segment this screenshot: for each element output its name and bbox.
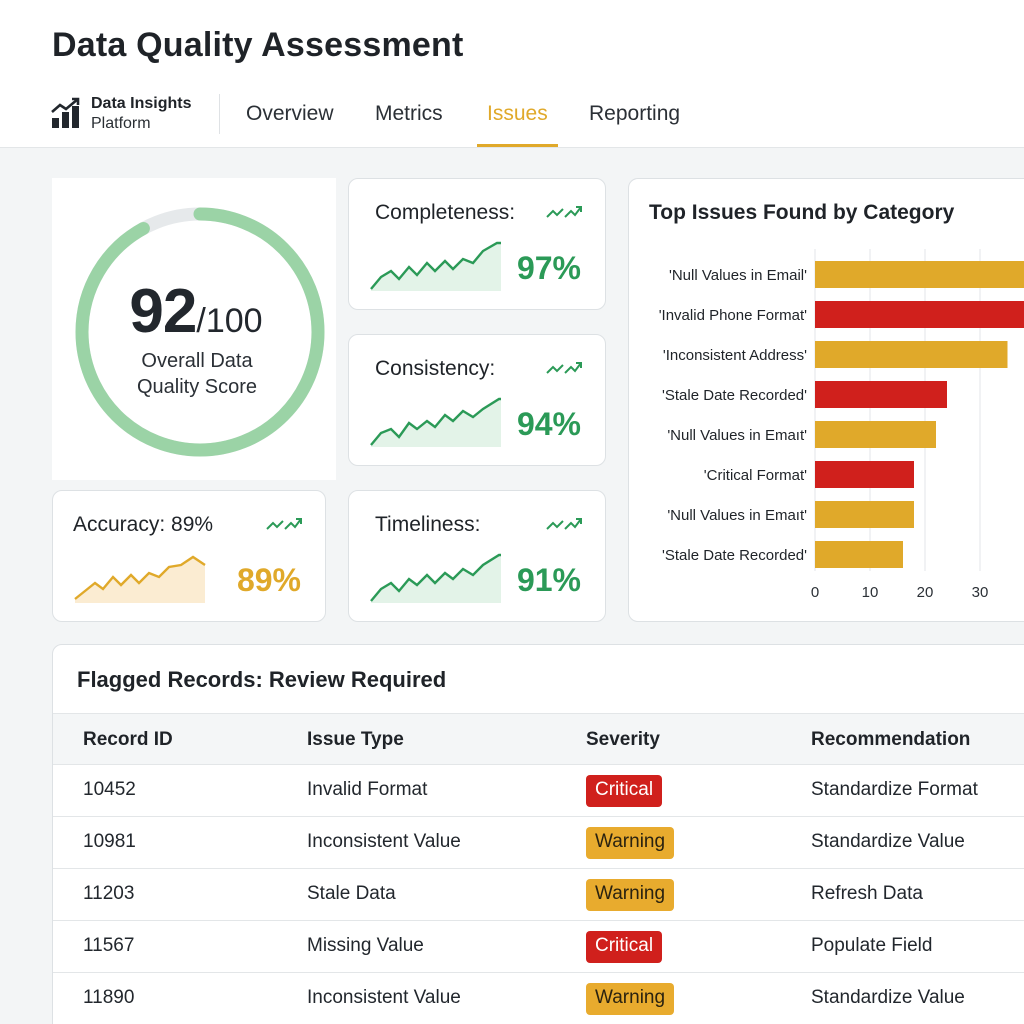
trending-up-icon xyxy=(546,206,582,218)
sparkline xyxy=(370,553,501,603)
metric-value: 97% xyxy=(516,250,581,286)
top-bar: Data Quality Assessment Data Insights Pl… xyxy=(0,0,1024,148)
overall-score-card: 92/100 Overall Data Quality Score xyxy=(52,178,336,480)
issues-bar-chart: 0 10 20 30 'Null Values in Email' 'Invalid Ph… xyxy=(659,249,1024,601)
category-label: 'Invalid Phone Format' xyxy=(659,307,807,324)
score-max: /100 xyxy=(196,302,263,340)
record-id: 11890 xyxy=(83,987,135,1008)
tab-issues[interactable]: Issues xyxy=(487,102,548,125)
sparkline xyxy=(370,241,501,291)
score-label-line1: Overall Data xyxy=(141,350,253,372)
column-header-severity[interactable]: Severity xyxy=(586,729,660,750)
metric-card-completeness[interactable]: Completeness: 97% xyxy=(348,178,606,310)
record-id: 11567 xyxy=(83,935,135,956)
record-id: 10452 xyxy=(83,779,136,800)
x-tick-label: 30 xyxy=(972,584,989,601)
tab-reporting[interactable]: Reporting xyxy=(589,102,681,125)
chart-title: Top Issues Found by Category xyxy=(649,201,955,224)
trending-up-icon xyxy=(546,518,582,530)
severity-badge: Warning xyxy=(586,879,675,911)
metric-card-consistency[interactable]: Consistency: 94% xyxy=(348,334,606,466)
issues-chart-card: 0 10 20 30 'Null Values in Email' 'Invalid Ph… xyxy=(628,178,1024,622)
sparkline xyxy=(74,555,206,603)
category-label: 'Stale Date Recorded' xyxy=(662,547,807,564)
issue-type: Stale Data xyxy=(307,883,396,904)
recommendation: Refresh Data xyxy=(811,883,923,904)
brand[interactable]: Data Insights Platform xyxy=(50,94,220,136)
bar[interactable] xyxy=(815,261,1024,288)
column-header-issue-type[interactable]: Issue Type xyxy=(307,729,404,750)
x-tick-label: 20 xyxy=(917,584,934,601)
table-row[interactable]: 10452 Invalid Format Critical Standardiz… xyxy=(53,765,1024,817)
table-row[interactable]: 11203 Stale Data Warning Refresh Data xyxy=(53,869,1024,921)
table-header: Record ID Issue Type Severity Recommenda… xyxy=(53,713,1024,765)
x-tick-label: 0 xyxy=(811,584,819,601)
table-row[interactable]: 11567 Missing Value Critical Populate Fi… xyxy=(53,921,1024,973)
column-header-record-id[interactable]: Record ID xyxy=(83,729,173,750)
tab-metrics[interactable]: Metrics xyxy=(375,102,443,125)
bar[interactable] xyxy=(815,341,1008,368)
page-title: Data Quality Assessment xyxy=(52,26,464,64)
metric-card-timeliness[interactable]: Timeliness: 91% xyxy=(348,490,606,622)
recommendation: Populate Field xyxy=(811,935,933,956)
category-label: 'Critical Format' xyxy=(704,467,807,484)
metric-value: 89% xyxy=(236,562,301,598)
sparkline xyxy=(370,397,501,447)
metric-card-accuracy[interactable]: Accuracy: 89% 89% xyxy=(52,490,326,622)
nav-divider xyxy=(219,94,220,134)
table-row[interactable]: 10981 Inconsistent Value Warning Standar… xyxy=(53,817,1024,869)
issue-type: Inconsistent Value xyxy=(307,831,461,852)
column-header-recommendation[interactable]: Recommendation xyxy=(811,729,971,750)
bar[interactable] xyxy=(815,301,1024,328)
issue-type: Missing Value xyxy=(307,935,424,956)
issue-type: Invalid Format xyxy=(307,779,428,800)
score-number: 92 xyxy=(129,277,197,346)
bar[interactable] xyxy=(815,501,914,528)
metric-title: Consistency: xyxy=(375,357,496,380)
bar-chart-icon xyxy=(51,97,80,128)
bar[interactable] xyxy=(815,421,936,448)
category-label: 'Null Values in Emaıt' xyxy=(667,427,807,444)
brand-name: Data Insights xyxy=(91,95,192,112)
trending-up-icon xyxy=(266,518,302,530)
record-id: 10981 xyxy=(83,831,136,852)
score-label-line2: Quality Score xyxy=(136,376,258,398)
flagged-records-card: Flagged Records: Review Required Record … xyxy=(52,644,1024,1024)
x-tick-label: 10 xyxy=(862,584,879,601)
brand-subtitle: Platform xyxy=(91,115,151,132)
recommendation: Standardize Value xyxy=(811,831,965,852)
issue-type: Inconsistent Value xyxy=(307,987,461,1008)
recommendation: Standardize Format xyxy=(811,779,978,800)
severity-badge: Warning xyxy=(586,827,675,859)
score-value: 92/100 xyxy=(52,276,340,347)
metric-title: Completeness: xyxy=(375,201,516,224)
bar[interactable] xyxy=(815,541,903,568)
active-tab-indicator xyxy=(477,144,558,147)
metric-title: Accuracy: 89% xyxy=(73,513,214,536)
metric-value: 94% xyxy=(516,406,581,442)
category-label: 'Null Values in Emaıt' xyxy=(667,507,807,524)
table-title: Flagged Records: Review Required xyxy=(77,667,447,692)
category-label: 'Stale Date Recorded' xyxy=(662,387,807,404)
bar[interactable] xyxy=(815,461,914,488)
score-ring xyxy=(75,207,325,457)
metric-value: 91% xyxy=(516,562,581,598)
category-label: 'Inconsistent Address' xyxy=(663,347,807,364)
severity-badge: Warning xyxy=(586,983,675,1015)
severity-badge: Critical xyxy=(586,931,663,963)
category-label: 'Null Values in Email' xyxy=(669,267,807,284)
trending-up-icon xyxy=(546,362,582,374)
table-row[interactable]: 11890 Inconsistent Value Warning Standar… xyxy=(53,973,1024,1024)
tab-overview[interactable]: Overview xyxy=(246,102,334,125)
severity-badge: Critical xyxy=(586,775,663,807)
bar[interactable] xyxy=(815,381,947,408)
record-id: 11203 xyxy=(83,883,135,904)
metric-title: Timeliness: xyxy=(375,513,481,536)
recommendation: Standardize Value xyxy=(811,987,965,1008)
